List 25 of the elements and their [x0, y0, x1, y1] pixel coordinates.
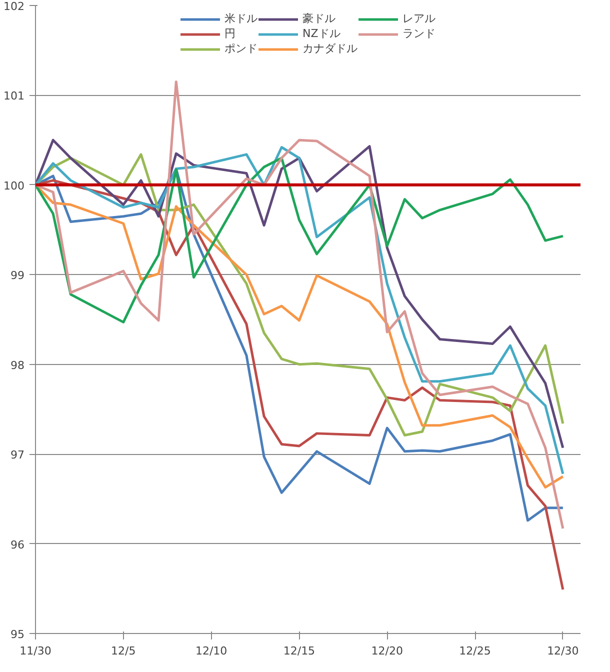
legend-label: レアル	[402, 11, 436, 26]
line-series	[36, 80, 564, 530]
legend-label: NZドル	[302, 26, 340, 41]
legend-label: 米ドル	[224, 11, 258, 26]
y-tick-label: 98	[10, 358, 25, 372]
y-tick-label: 101	[4, 90, 25, 103]
legend-label: ポンド	[224, 41, 258, 56]
x-tick-label: 12/5	[111, 644, 136, 658]
y-tick-label: 99	[10, 269, 25, 282]
y-tick-label: 102	[4, 0, 25, 13]
legend-label: 円	[224, 26, 236, 41]
legend-label: カナダドル	[302, 41, 358, 56]
x-tick-label: 12/20	[371, 644, 403, 658]
x-tick-label: 12/15	[283, 644, 316, 658]
legend-label: 豪ドル	[302, 11, 336, 26]
y-tick-label: 100	[4, 179, 25, 192]
x-tick-label: 12/10	[195, 644, 228, 658]
x-tick-label: 12/25	[459, 644, 491, 658]
y-tick-label: 97	[10, 448, 25, 462]
line-series	[36, 156, 564, 324]
x-tick-label: 11/30	[20, 644, 52, 658]
legend-label: ランド	[402, 26, 436, 41]
x-tick-label: 12/30	[547, 644, 579, 658]
y-tick-label: 96	[10, 538, 25, 552]
y-tick-label: 95	[10, 628, 25, 641]
